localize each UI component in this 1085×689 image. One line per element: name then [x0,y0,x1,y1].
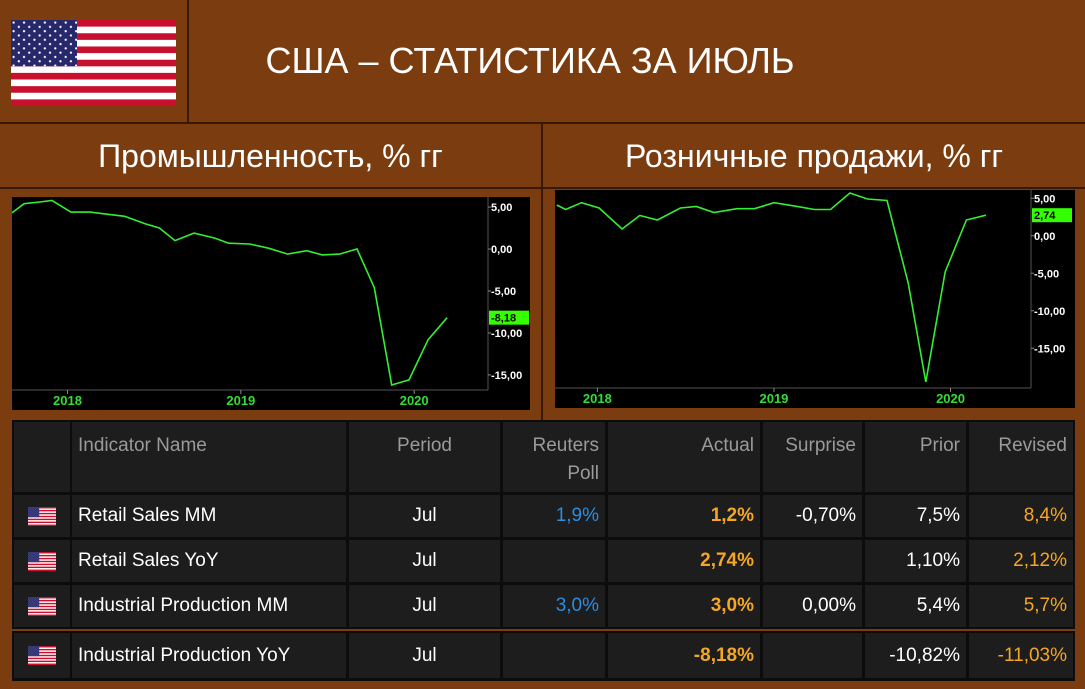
table-cell: -0,70% [763,495,862,537]
table-cell: 7,5% [865,495,966,537]
x-tick-label: 2020 [936,391,965,406]
y-tick-label: 5,00 [1034,193,1055,205]
divider [187,0,189,124]
table-cell: -11,03% [969,633,1073,678]
table-cell: -10,82% [865,633,966,678]
y-tick-label: -5,00 [1034,268,1059,280]
panel-title: Розничные продажи, % гг [624,138,1004,174]
header-cell: Prior [865,422,966,492]
header-cell: Revised [969,422,1073,492]
x-tick-label: 2020 [400,393,429,408]
y-tick-label: 5,00 [491,202,512,214]
table-cell: 1,9% [503,495,605,537]
table-cell [503,540,605,582]
line [556,192,987,383]
line [12,199,448,387]
table-cell: 1,2% [608,495,760,537]
value-label: 2,74 [1034,210,1056,222]
chart: 5,00 0,00 -5,00 -10,00 -15,00 2018 2019 2020 2,7… [555,190,1075,408]
page-title: США – СТАТИСТИКА ЗА ИЮЛЬ [265,40,795,81]
y-tick-label: -15,00 [491,370,522,382]
flag-cell [14,585,70,627]
x-tick-label: 2018 [583,391,612,406]
header-cell: Indicator Name [72,422,346,492]
x-tick-label: 2019 [759,391,788,406]
flag [11,20,176,106]
table-cell [763,633,862,678]
table-cell: Retail Sales MM [72,495,346,537]
table-cell: Jul [349,633,500,678]
table-cell: Jul [349,495,500,537]
table-cell: Industrial Production MM [72,585,346,627]
table-cell [503,633,605,678]
y-tick-label: -10,00 [1034,306,1065,318]
flag-cell [14,495,70,537]
value-label-box [489,310,529,325]
x-tick-label: 2019 [226,393,255,408]
table-cell: Industrial Production YoY [72,633,346,678]
table-cell: 3,0% [503,585,605,627]
table-cell: 8,4% [969,495,1073,537]
header-cell [14,422,70,492]
table-cell: 0,00% [763,585,862,627]
table-cell: 2,74% [608,540,760,582]
flag-icon [28,551,56,571]
table-cell: Retail Sales YoY [72,540,346,582]
value-label-box [1032,208,1072,223]
table-cell: Jul [349,540,500,582]
y-tick-label: 0,00 [1034,231,1055,243]
table-cell: 3,0% [608,585,760,627]
divider [541,124,543,420]
x-tick-label: 2018 [53,393,82,408]
chart: 5,00 0,00 -5,00 -10,00 -15,00 2018 2019 2020 -8,… [12,197,530,410]
flag-cell [14,540,70,582]
table-cell: 2,12% [969,540,1073,582]
y-tick-label: -10,00 [491,328,522,340]
header [0,0,1085,124]
header-cell: Period [349,422,500,492]
header-cell: Reuters Poll [503,422,605,492]
panel-title: Промышленность, % гг [98,138,443,174]
table-cell: 5,7% [969,585,1073,627]
value-label: -8,18 [491,313,516,325]
table-cell: 1,10% [865,540,966,582]
flag-icon [28,596,56,616]
table-cell: Jul [349,585,500,627]
table-cell: -8,18% [608,633,760,678]
y-tick-label: -15,00 [1034,343,1065,355]
table-cell [763,540,862,582]
flag-icon [28,506,56,526]
flag-cell [14,633,70,678]
header-cell: Actual [608,422,760,492]
header-cell: Surprise [763,422,862,492]
flag-icon [28,646,56,665]
table-cell: 5,4% [865,585,966,627]
y-tick-label: -5,00 [491,286,516,298]
y-tick-label: 0,00 [491,244,512,256]
